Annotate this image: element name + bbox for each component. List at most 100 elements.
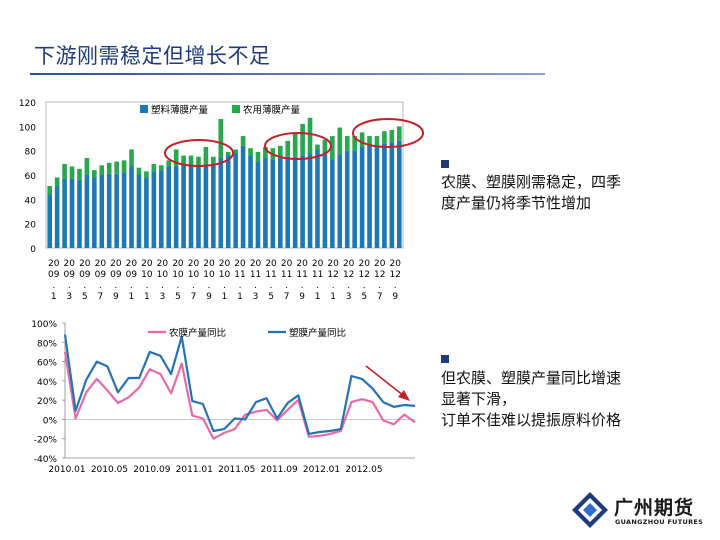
x-tick-label: . — [363, 281, 366, 291]
x-tick-label: 20 — [265, 259, 277, 269]
x-tick-label: . — [99, 281, 102, 291]
series-line-plastic-yoy — [63, 334, 416, 436]
series-line-agri-yoy — [63, 351, 416, 440]
bar-agri-film — [99, 165, 105, 175]
x-tick-label: 7 — [191, 292, 197, 302]
bar-agri-film — [233, 149, 238, 154]
bar-plastic-film — [47, 194, 53, 248]
bar-agri-film — [307, 117, 313, 154]
bar-agri-film — [136, 167, 142, 175]
x-tick-label: 1 — [315, 292, 321, 302]
x-tick-label: 10 — [188, 270, 200, 280]
x-tick-label: . — [83, 281, 86, 291]
bar-plastic-film — [144, 177, 149, 248]
y-tick-label: 60% — [37, 359, 57, 369]
bar-agri-film — [144, 171, 149, 178]
bar-plastic-film — [196, 166, 201, 248]
x-tick-label: 3 — [160, 292, 166, 302]
x-tick-label: 3 — [66, 292, 72, 302]
bar-agri-film — [181, 155, 186, 165]
x-tick-label: 7 — [377, 292, 383, 302]
x-tick-label: 20 — [79, 259, 91, 269]
legend-label-agri: 农用薄膜产量 — [243, 104, 301, 116]
x-tick-label: 12 — [327, 270, 338, 280]
bar-plastic-film — [270, 159, 276, 248]
bar-agri-film — [263, 147, 268, 158]
bar-agri-film — [315, 144, 320, 150]
y-tick-label: 100% — [31, 320, 57, 330]
decline-arrow-head — [398, 390, 410, 401]
x-tick-label: . — [161, 281, 164, 291]
bar-agri-film — [277, 145, 283, 158]
bar-plastic-film — [233, 153, 238, 248]
x-tick-label: 09 — [48, 270, 60, 280]
bar-agri-film — [106, 162, 112, 174]
bar-plastic-film — [121, 172, 127, 248]
bar-agri-film — [62, 164, 67, 179]
bar-agri-film — [389, 129, 395, 143]
x-tick-label: . — [145, 281, 148, 291]
bar-agri-film — [292, 133, 298, 157]
bar-agri-film — [114, 161, 119, 174]
x-tick-label: . — [130, 281, 133, 291]
bar-agri-film — [69, 166, 75, 179]
bar-agri-film — [330, 136, 335, 160]
x-tick-label: . — [114, 281, 117, 291]
decline-arrow-shaft — [365, 365, 405, 397]
bar-plastic-film — [344, 150, 350, 248]
x-tick-label: 1 — [129, 292, 135, 302]
legend-swatch-agri — [232, 105, 240, 113]
x-tick-label: 20 — [281, 259, 293, 269]
bar-agri-film — [151, 164, 157, 172]
x-tick-label: . — [239, 281, 242, 291]
bar-plastic-film — [173, 166, 179, 248]
bar-plastic-film — [211, 165, 216, 248]
x-tick-label: 09 — [126, 270, 138, 280]
bar-plastic-film — [77, 179, 82, 248]
y-tick-label: 120 — [19, 99, 36, 109]
x-tick-label: 09 — [79, 270, 91, 280]
x-tick-label: 2011.05 — [218, 465, 255, 475]
x-tick-label: . — [192, 281, 195, 291]
bar-plastic-film — [225, 155, 231, 248]
x-tick-label: 20 — [374, 259, 386, 269]
x-tick-label: 20 — [64, 259, 76, 269]
x-tick-label: . — [394, 281, 397, 291]
bar-plastic-film — [263, 157, 268, 248]
x-tick-label: 20 — [188, 259, 200, 269]
bar-agri-film — [285, 140, 291, 157]
title-underline — [30, 73, 545, 75]
x-tick-label: . — [52, 281, 55, 291]
y-tick-label: 20 — [25, 221, 37, 231]
x-tick-label: 20 — [296, 259, 308, 269]
bar-plastic-film — [99, 175, 105, 248]
bar-plastic-film — [240, 145, 246, 248]
bar-plastic-film — [300, 155, 305, 248]
x-tick-label: 1 — [144, 292, 150, 302]
note-2-line-1: 但农膜、塑膜产量同比增速 — [441, 369, 622, 387]
bar-agri-film — [255, 151, 261, 162]
bar-plastic-film — [277, 157, 283, 248]
x-tick-label: 5 — [361, 292, 367, 302]
y-tick-label: 80 — [25, 148, 37, 158]
x-tick-label: 1 — [51, 292, 57, 302]
note-bullet-1 — [441, 160, 449, 168]
x-tick-label: 9 — [113, 292, 119, 302]
bar-agri-film — [211, 156, 216, 166]
legend-label-agri: 农膜产量同比 — [169, 327, 226, 339]
y-tick-label: -40% — [34, 455, 58, 465]
x-tick-label: 20 — [110, 259, 122, 269]
x-tick-label: 20 — [95, 259, 107, 269]
bar-plastic-film — [203, 164, 209, 248]
x-tick-label: 1 — [237, 292, 243, 302]
x-tick-label: 1 — [330, 292, 336, 302]
x-tick-label: 12 — [343, 270, 354, 280]
company-logo-icon — [572, 492, 608, 528]
highlight-circle — [352, 118, 424, 148]
bar-agri-film — [225, 151, 231, 156]
x-tick-label: 20 — [343, 259, 355, 269]
bar-plastic-film — [129, 166, 134, 248]
x-tick-label: 3 — [346, 292, 352, 302]
bar-agri-film — [158, 165, 164, 171]
